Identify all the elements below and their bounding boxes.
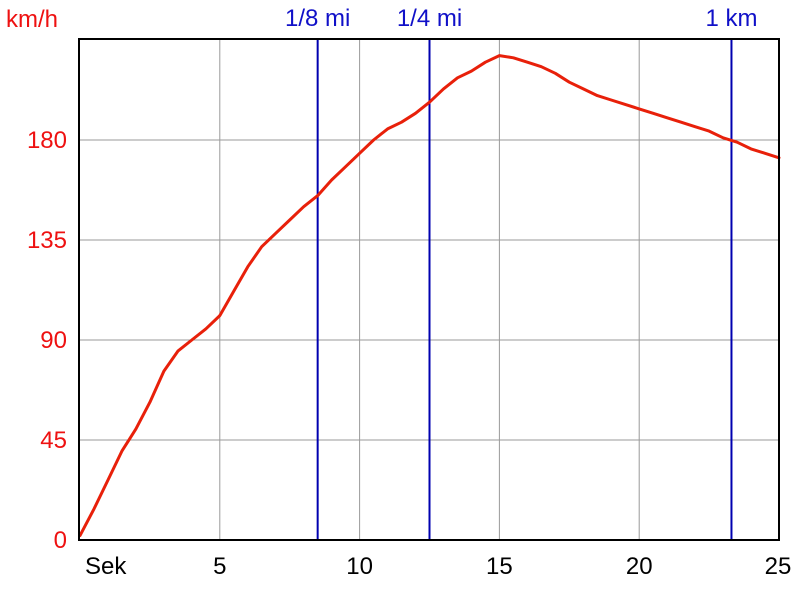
x-tick-label-2: 10 <box>346 553 373 580</box>
series-layer <box>78 54 781 538</box>
x-tick-label-3: 15 <box>486 553 513 580</box>
x-axis-ticks: Sek 5 10 15 20 25 <box>85 553 791 580</box>
x-tick-label-4: 20 <box>626 553 653 580</box>
y-tick-label-1: 45 <box>40 427 67 454</box>
y-axis-label: km/h <box>6 6 58 33</box>
x-tick-label-5: 25 <box>765 553 792 580</box>
marker-label-1: 1/4 mi <box>397 5 462 32</box>
distance-markers: 1/8 mi 1/4 mi 1 km <box>285 5 757 540</box>
marker-label-0: 1/8 mi <box>285 5 350 32</box>
y-tick-label-4: 180 <box>27 127 67 154</box>
y-tick-label-2: 90 <box>40 327 67 354</box>
speed-series-line-0 <box>78 54 781 538</box>
y-tick-label-0: 0 <box>54 527 67 554</box>
y-axis-ticks: 0 45 90 135 180 <box>27 127 67 554</box>
y-tick-label-3: 135 <box>27 227 67 254</box>
x-tick-label-1: 5 <box>213 553 226 580</box>
marker-label-2: 1 km <box>705 5 757 32</box>
x-tick-label-0: Sek <box>85 553 127 580</box>
plot-area-frame <box>78 38 780 541</box>
